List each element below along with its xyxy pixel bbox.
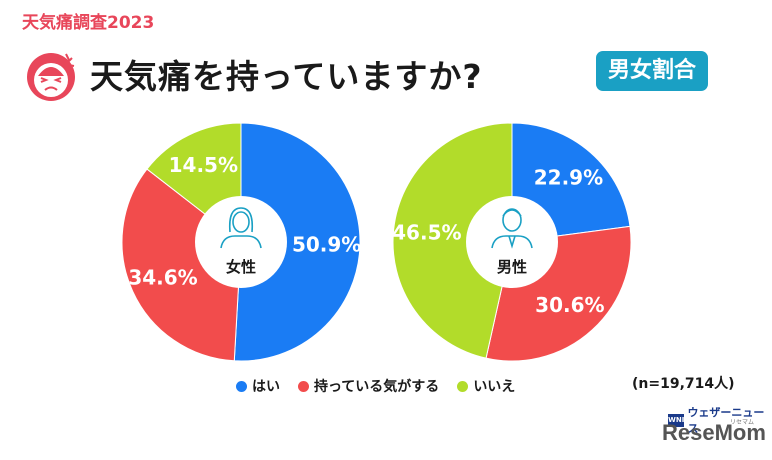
page-title: 天気痛を持っていますか? xyxy=(90,57,483,96)
data-label-hai: 22.9% xyxy=(534,166,603,190)
legend-dot-kigasuru xyxy=(298,380,309,392)
legend-item-kigasuru: 持っている気がする xyxy=(298,376,439,396)
legend-item-hai: はい xyxy=(236,376,280,396)
legend: はい 持っている気がする いいえ xyxy=(236,376,533,396)
gender-ratio-badge: 男女割合 xyxy=(596,51,709,91)
center-label: 女性 xyxy=(226,258,256,276)
donut-center xyxy=(195,196,287,288)
resemom-logo-text: ReseMom xyxy=(662,420,766,445)
man-icon xyxy=(491,208,533,249)
survey-kicker: 天気痛調査2023 xyxy=(22,13,155,33)
woman-icon xyxy=(220,207,262,249)
data-label-hai: 50.9% xyxy=(292,232,361,256)
data-label-kigasuru: 30.6% xyxy=(535,293,604,317)
legend-item-iie: いいえ xyxy=(457,376,515,396)
pie-female: 50.9% 34.6% 14.5% 女性 xyxy=(121,122,361,362)
resemom-logo-reading: リセマム xyxy=(730,420,755,426)
legend-dot-iie xyxy=(457,380,469,392)
legend-label-kigasuru: 持っている気がする xyxy=(314,379,440,395)
pie-male: 22.9% 30.6% 46.5% 男性 xyxy=(392,122,632,362)
pie-slice-hai xyxy=(233,122,361,362)
legend-label-hai: はい xyxy=(252,379,280,395)
donut-center xyxy=(466,196,558,288)
data-label-kigasuru: 34.6% xyxy=(128,266,197,290)
sample-size-note: (n=19,714人) xyxy=(632,376,735,392)
pie-slice-iie xyxy=(392,122,513,359)
headache-face-icon xyxy=(27,53,75,101)
data-label-iie: 14.5% xyxy=(169,153,238,177)
data-label-iie: 46.5% xyxy=(392,221,461,245)
legend-label-iie: いいえ xyxy=(473,379,516,395)
legend-dot-hai xyxy=(236,380,247,392)
resemom-logo: ReseMom リセマム xyxy=(662,420,766,446)
pie-slice-kigasuru xyxy=(121,168,242,362)
center-label: 男性 xyxy=(497,258,527,276)
wni-logo-mark: WNI xyxy=(668,413,685,427)
wni-logo-text: ウェザーニュース xyxy=(687,406,765,435)
weathernews-logo: WNI ウェザーニュース xyxy=(668,404,772,436)
